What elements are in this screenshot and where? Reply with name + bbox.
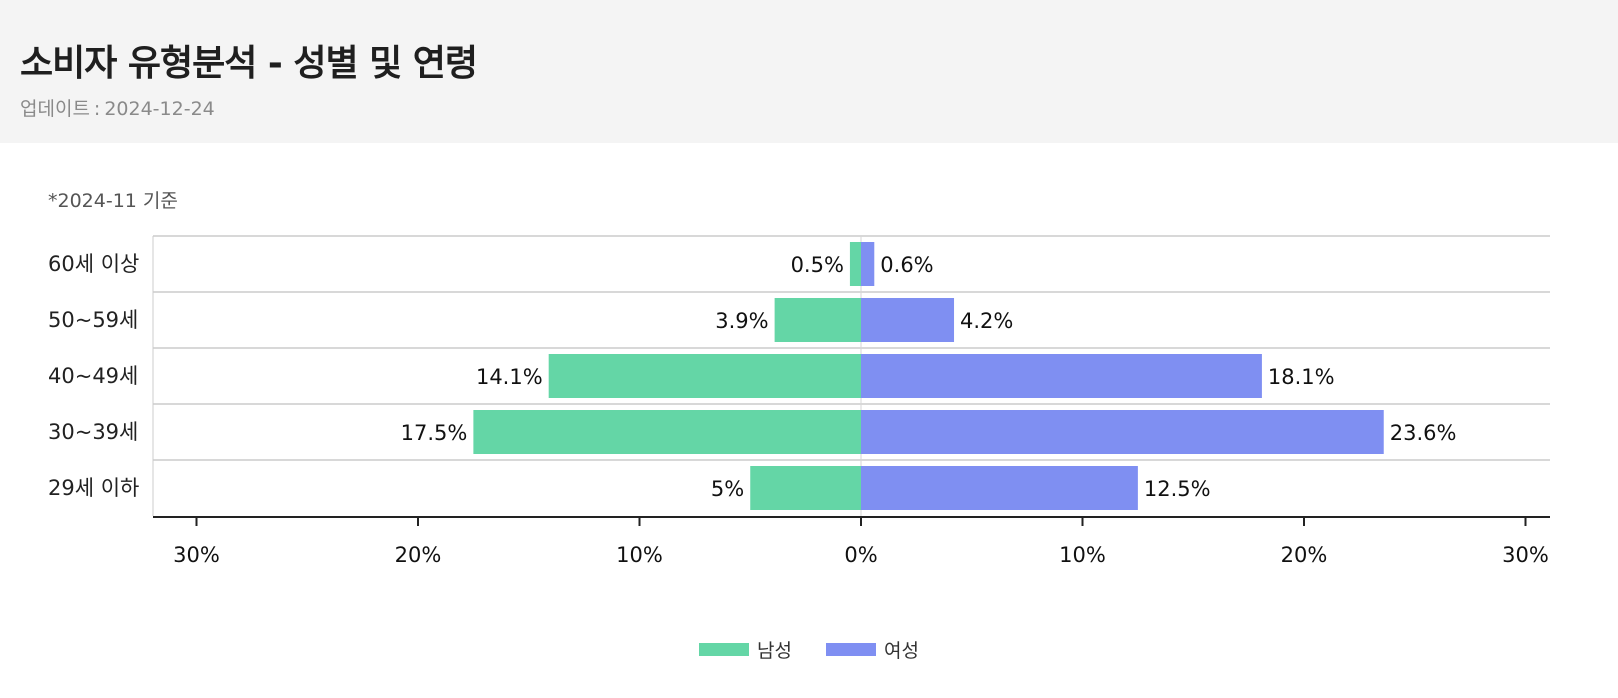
bar-male [750,466,861,510]
x-tick-label: 30% [173,543,220,567]
update-separator: : [93,98,101,120]
x-tick-label: 0% [844,543,877,567]
x-tick-label: 10% [616,543,663,567]
update-info: 업데이트:2024-12-24 [20,94,215,121]
bar-female [861,298,955,342]
data-label-male: 14.1% [476,365,543,389]
data-label-male: 17.5% [401,421,468,445]
data-label-female: 12.5% [1144,477,1211,501]
legend-swatch-female [826,643,876,656]
update-label: 업데이트 [20,98,90,120]
data-basis-note: *2024-11 기준 [48,190,178,212]
data-label-female: 23.6% [1390,421,1457,445]
x-tick-label: 10% [1059,543,1106,567]
page-header: 소비자 유형분석 - 성별 및 연령 업데이트:2024-12-24 [0,0,1618,143]
data-label-male: 0.5% [791,253,844,277]
bar-female [861,466,1138,510]
x-tick-label: 20% [395,543,442,567]
bar-female [861,354,1262,398]
category-label: 29세 이하 [48,476,139,500]
page-title: 소비자 유형분석 - 성별 및 연령 [20,43,478,84]
bar-male [774,298,861,342]
data-label-female: 4.2% [960,309,1013,333]
bar-male [548,354,861,398]
category-label: 60세 이상 [48,252,139,276]
bar-male [849,242,861,286]
bar-female [861,242,875,286]
x-tick-label: 30% [1502,543,1549,567]
update-date: 2024-12-24 [104,98,215,120]
category-label: 50~59세 [48,308,138,332]
legend-item-male[interactable]: 남성 [699,636,792,663]
age-gender-chart: 60세 이상 0.5% 0.6% 50~59세 3.9% 4.2% 40~49세 14.1% 1… [48,235,1550,567]
data-label-female: 0.6% [880,253,933,277]
data-label-female: 18.1% [1268,365,1335,389]
legend-label-male: 남성 [757,640,792,662]
bar-female [861,410,1384,454]
legend-label-female: 여성 [884,640,919,662]
category-label: 40~49세 [48,364,138,388]
bar-male [473,410,861,454]
category-label: 30~39세 [48,420,138,444]
data-label-male: 3.9% [715,309,768,333]
chart-legend: 남성 여성 [0,636,1618,663]
data-label-male: 5% [711,477,744,501]
x-tick-label: 20% [1281,543,1328,567]
legend-item-female[interactable]: 여성 [826,636,919,663]
legend-swatch-male [699,643,750,656]
